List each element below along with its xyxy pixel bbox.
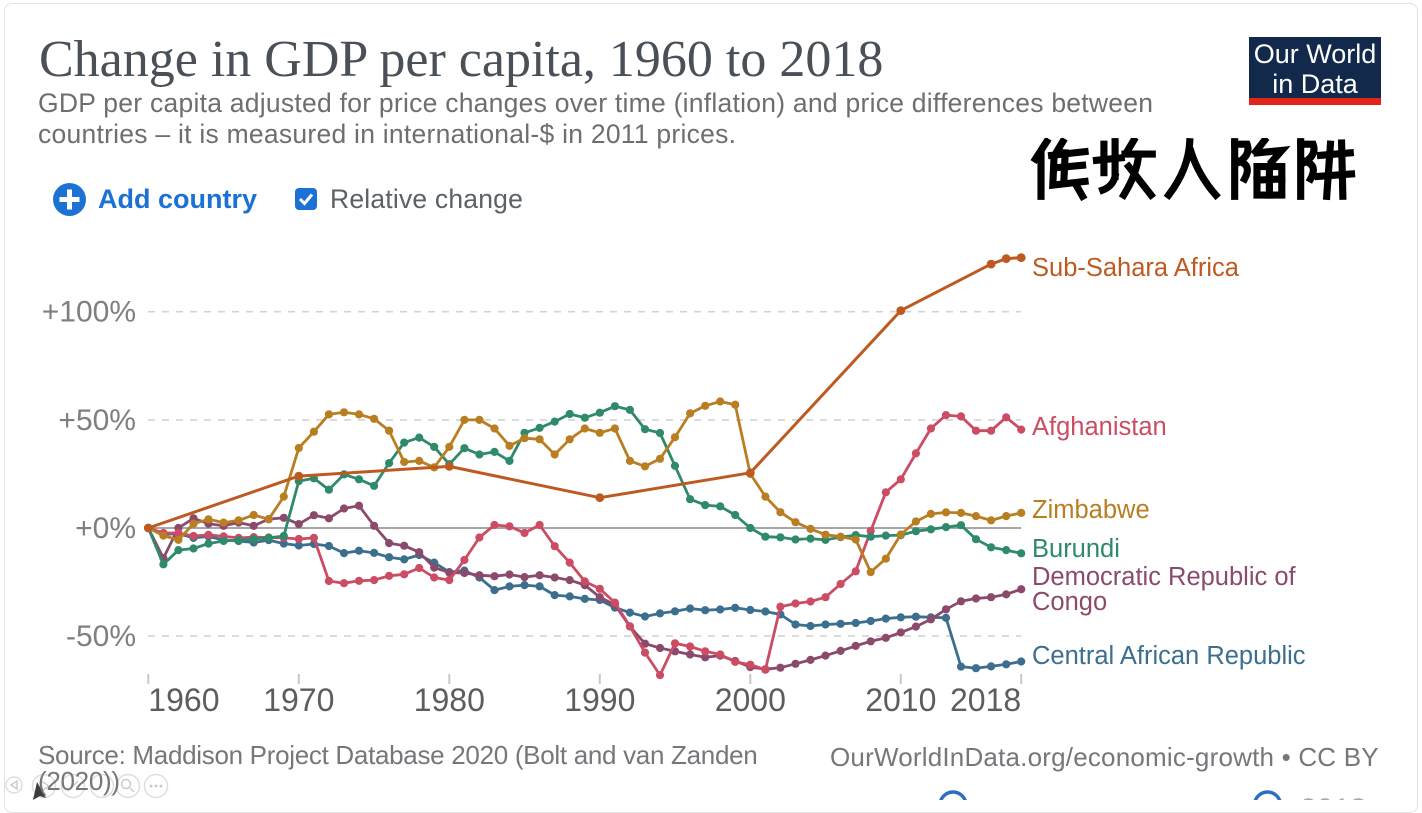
svg-text:2000: 2000: [715, 682, 786, 718]
svg-text:1990: 1990: [564, 682, 635, 718]
svg-text:Afghanistan: Afghanistan: [1032, 413, 1167, 441]
svg-text:Democratic Republic of: Democratic Republic of: [1032, 563, 1297, 591]
svg-text:1980: 1980: [414, 682, 485, 718]
svg-text:Zimbabwe: Zimbabwe: [1032, 496, 1150, 524]
svg-text:2018: 2018: [1300, 793, 1367, 800]
svg-text:1970: 1970: [263, 682, 334, 718]
svg-text:-50%: -50%: [66, 620, 136, 653]
svg-text:+50%: +50%: [58, 404, 136, 437]
svg-text:Central African Republic: Central African Republic: [1032, 642, 1306, 670]
svg-text:Sub-Sahara Africa: Sub-Sahara Africa: [1032, 254, 1240, 282]
svg-text:1960: 1960: [148, 682, 219, 718]
svg-text:Burundi: Burundi: [1032, 535, 1120, 563]
svg-text:Congo: Congo: [1032, 588, 1107, 616]
svg-text:2010: 2010: [865, 682, 936, 718]
svg-text:2018: 2018: [950, 682, 1021, 718]
svg-text:+0%: +0%: [75, 512, 136, 545]
svg-text:+100%: +100%: [42, 296, 136, 329]
